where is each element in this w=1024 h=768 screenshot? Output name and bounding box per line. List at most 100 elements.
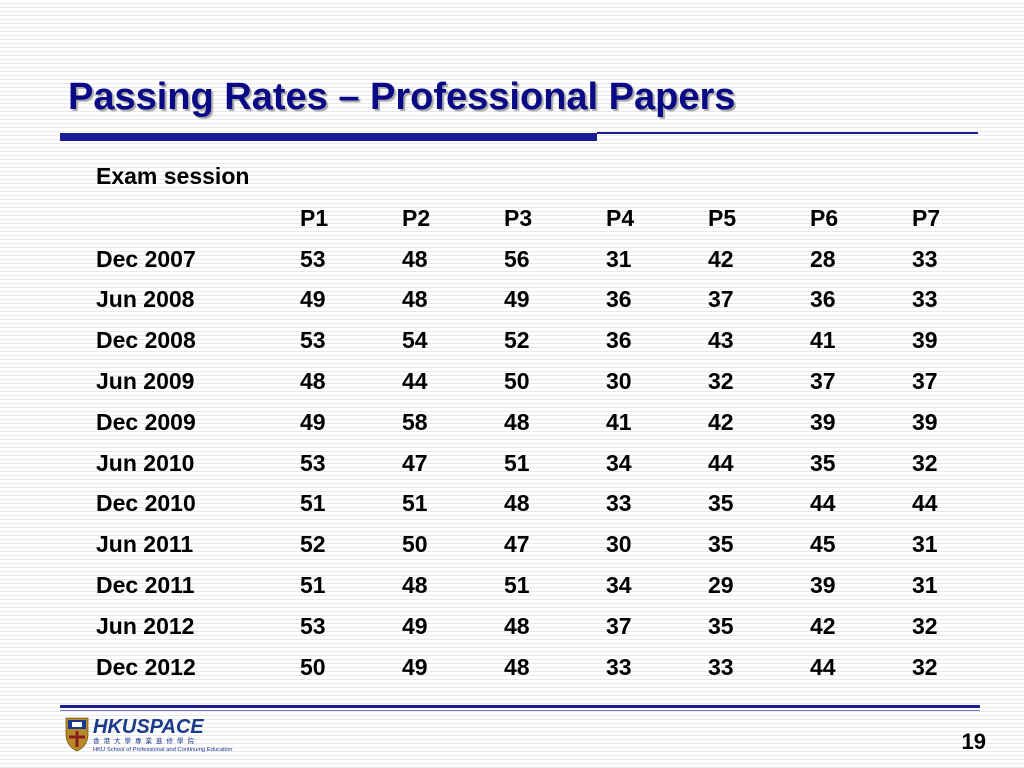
value-cell: 32 <box>912 449 938 476</box>
value-cell: 49 <box>300 408 326 435</box>
value-cell: 41 <box>606 408 632 435</box>
value-cell: 32 <box>912 653 938 680</box>
session-cell: Dec 2012 <box>96 653 196 680</box>
value-cell: 44 <box>912 490 938 517</box>
value-cell: 42 <box>810 612 836 639</box>
value-cell: 44 <box>402 368 428 395</box>
session-cell: Jun 2012 <box>96 612 195 639</box>
value-cell: 44 <box>708 449 734 476</box>
value-cell: 52 <box>504 327 530 354</box>
value-cell: 54 <box>402 327 428 354</box>
value-cell: 34 <box>606 449 632 476</box>
hku-crest-icon <box>65 717 89 752</box>
value-cell: 37 <box>810 368 836 395</box>
session-cell: Jun 2009 <box>96 368 195 395</box>
value-cell: 39 <box>912 327 938 354</box>
value-cell: 36 <box>606 327 632 354</box>
value-cell: 53 <box>300 612 326 639</box>
exam-session-header: Exam session <box>96 163 250 189</box>
passing-rates-table: P1 P2 P3 P4 P5 P6 P7 Dec 2007 53 48 56 31 42 2… <box>96 198 952 688</box>
value-cell: 48 <box>504 408 530 435</box>
value-cell: 32 <box>708 368 734 395</box>
value-cell: 39 <box>810 408 836 435</box>
value-cell: 53 <box>300 449 326 476</box>
value-cell: 51 <box>504 449 530 476</box>
value-cell: 48 <box>504 612 530 639</box>
value-cell: 30 <box>606 531 632 558</box>
table-row: Jun 2011 52 50 47 30 35 45 31 <box>96 524 952 565</box>
logo-english-name: HKU School of Professional and Continuin… <box>93 747 233 753</box>
value-cell: 51 <box>504 572 530 599</box>
session-cell: Jun 2011 <box>96 531 194 558</box>
value-cell: 39 <box>810 572 836 599</box>
logo-space-text: SPACE <box>136 716 204 738</box>
value-cell: 37 <box>708 286 734 313</box>
value-cell: 28 <box>810 245 836 272</box>
header-cell-session <box>96 198 300 239</box>
value-cell: 37 <box>912 368 938 395</box>
value-cell: 51 <box>300 490 326 517</box>
table-row: Jun 2009 48 44 50 30 32 37 37 <box>96 361 952 402</box>
value-cell: 48 <box>300 368 326 395</box>
table-row: Dec 2011 51 48 51 34 29 39 31 <box>96 565 952 606</box>
value-cell: 36 <box>810 286 836 313</box>
session-cell: Dec 2011 <box>96 572 195 599</box>
value-cell: 33 <box>606 653 632 680</box>
session-cell: Jun 2008 <box>96 286 195 313</box>
value-cell: 53 <box>300 327 326 354</box>
column-header: P3 <box>504 204 533 231</box>
table-row: Dec 2009 49 58 48 41 42 39 39 <box>96 402 952 443</box>
session-cell: Jun 2010 <box>96 449 195 476</box>
svg-text:HKUSPACE: HKUSPACE <box>93 716 204 738</box>
value-cell: 35 <box>708 531 734 558</box>
value-cell: 42 <box>708 245 734 272</box>
value-cell: 48 <box>402 572 428 599</box>
value-cell: 32 <box>912 612 938 639</box>
footer-rule-thick <box>60 705 980 708</box>
value-cell: 52 <box>300 531 326 558</box>
table-row: Dec 2010 51 51 48 33 35 44 44 <box>96 484 952 525</box>
value-cell: 47 <box>402 449 428 476</box>
value-cell: 49 <box>402 612 428 639</box>
value-cell: 30 <box>606 368 632 395</box>
table-body: Dec 2007 53 48 56 31 42 28 33 Jun 2008 49 48 49 36 37… <box>96 239 952 688</box>
session-cell: Dec 2010 <box>96 490 196 517</box>
value-cell: 31 <box>606 245 632 272</box>
value-cell: 49 <box>402 653 428 680</box>
column-header: P2 <box>402 204 431 231</box>
column-header: P1 <box>300 204 329 231</box>
value-cell: 29 <box>708 572 734 599</box>
value-cell: 42 <box>708 408 734 435</box>
column-header: P6 <box>810 204 839 231</box>
table-row: Dec 2008 53 54 52 36 43 41 39 <box>96 320 952 361</box>
value-cell: 31 <box>912 572 938 599</box>
value-cell: 43 <box>708 327 734 354</box>
table-row: Jun 2010 53 47 51 34 44 35 32 <box>96 443 952 484</box>
value-cell: 44 <box>810 653 836 680</box>
value-cell: 56 <box>504 245 530 272</box>
value-cell: 48 <box>402 245 428 272</box>
column-header: P5 <box>708 204 737 231</box>
slide-title: Passing Rates – Professional Papers <box>68 76 736 118</box>
value-cell: 53 <box>300 245 326 272</box>
value-cell: 35 <box>708 490 734 517</box>
value-cell: 48 <box>402 286 428 313</box>
value-cell: 48 <box>504 490 530 517</box>
title-underline-thick <box>60 133 597 141</box>
session-cell: Dec 2008 <box>96 327 196 354</box>
value-cell: 50 <box>402 531 428 558</box>
value-cell: 58 <box>402 408 428 435</box>
value-cell: 49 <box>300 286 326 313</box>
value-cell: 41 <box>810 327 836 354</box>
value-cell: 48 <box>504 653 530 680</box>
value-cell: 35 <box>810 449 836 476</box>
value-cell: 51 <box>300 572 326 599</box>
value-cell: 50 <box>504 368 530 395</box>
column-header: P7 <box>912 204 941 231</box>
table-row: Jun 2008 49 48 49 36 37 36 33 <box>96 280 952 321</box>
value-cell: 31 <box>912 531 938 558</box>
value-cell: 34 <box>606 572 632 599</box>
session-cell: Dec 2007 <box>96 245 196 272</box>
footer-rule-thin <box>60 710 980 711</box>
logo-hku-text: HKU <box>93 716 137 738</box>
